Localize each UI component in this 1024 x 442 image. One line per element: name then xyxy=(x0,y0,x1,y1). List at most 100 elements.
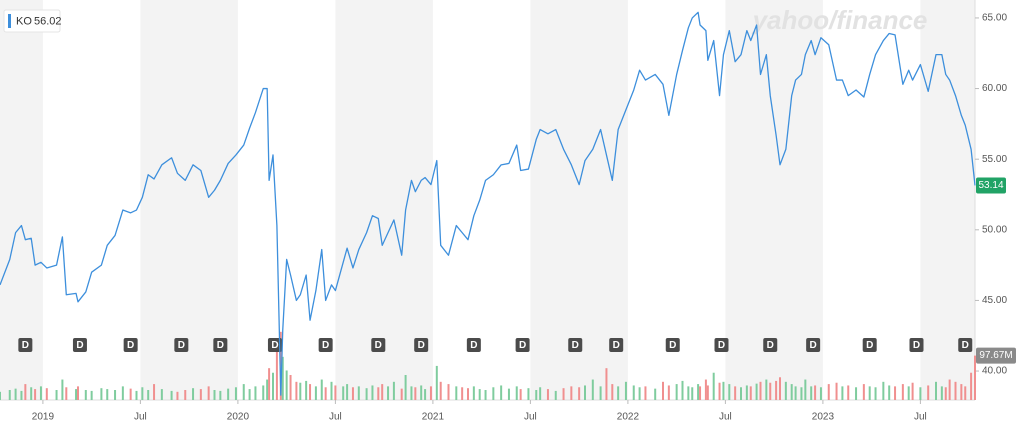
volume-bar xyxy=(819,387,822,400)
volume-bar xyxy=(722,381,725,400)
volume-bar xyxy=(591,379,594,400)
x-tick-label: 2022 xyxy=(617,412,640,423)
dividend-label: D xyxy=(913,340,920,351)
volume-bar xyxy=(911,382,914,400)
volume-bar xyxy=(638,387,641,400)
volume-bar xyxy=(519,389,522,400)
volume-bar xyxy=(712,372,715,400)
dividend-marker: D xyxy=(665,338,680,352)
dividend-label: D xyxy=(962,340,969,351)
volume-bar xyxy=(755,383,758,400)
volume-bar xyxy=(605,368,608,400)
dividend-box xyxy=(72,338,87,352)
dividend-marker: D xyxy=(568,338,583,352)
volume-bar xyxy=(14,388,17,400)
volume-bar xyxy=(330,381,333,400)
dividend-label: D xyxy=(718,340,725,351)
dividend-box xyxy=(515,338,530,352)
volume-bar xyxy=(281,356,284,400)
volume-bar xyxy=(697,384,700,400)
dividend-box xyxy=(174,338,189,352)
volume-bar xyxy=(404,375,407,400)
volume-bar xyxy=(424,389,427,400)
volume-bar xyxy=(289,375,292,400)
volume-bar xyxy=(192,388,195,400)
y-tick-label: 60.00 xyxy=(982,83,1007,94)
last-price-label: 53.14 xyxy=(978,180,1003,191)
volume-bar xyxy=(500,385,503,400)
dividend-marker: D xyxy=(862,338,877,352)
volume-bar xyxy=(578,387,581,400)
dividend-box xyxy=(862,338,877,352)
volume-bar xyxy=(266,379,269,400)
dividend-box xyxy=(318,338,333,352)
dividend-label: D xyxy=(669,340,676,351)
dividend-label: D xyxy=(322,340,329,351)
volume-bar xyxy=(841,386,844,400)
price-line xyxy=(0,11,976,396)
volume-bar xyxy=(472,386,475,400)
dividend-label: D xyxy=(470,340,477,351)
volume-bar xyxy=(447,384,450,400)
volume-bar xyxy=(365,388,368,400)
dividend-label: D xyxy=(22,340,29,351)
volume-bar xyxy=(8,390,11,400)
dividend-marker: D xyxy=(213,338,228,352)
y-tick-label: 50.00 xyxy=(982,224,1007,235)
volume-bar xyxy=(662,381,664,400)
volume-bar xyxy=(461,387,464,400)
volume-bar xyxy=(675,384,678,400)
volume-bar xyxy=(882,381,885,400)
dividend-box xyxy=(806,338,821,352)
volume-bar xyxy=(907,386,910,400)
volume-bar xyxy=(687,386,690,400)
volume-bar xyxy=(779,377,781,400)
legend-swatch xyxy=(8,14,11,28)
dividend-box xyxy=(267,338,282,352)
dividend-box xyxy=(958,338,973,352)
volume-bar xyxy=(527,388,530,400)
dividend-box xyxy=(609,338,624,352)
volume-bar xyxy=(704,379,707,400)
volume-bar xyxy=(681,380,684,400)
volume-bar xyxy=(862,384,865,400)
volume-bar xyxy=(121,386,124,400)
volume-bar xyxy=(562,388,565,400)
dividend-label: D xyxy=(767,340,774,351)
volume-bar xyxy=(584,385,586,400)
volume-bar xyxy=(275,350,278,400)
band xyxy=(920,0,975,400)
volume-bar xyxy=(170,390,173,400)
dividend-box xyxy=(18,338,33,352)
volume-bar xyxy=(944,387,947,400)
band xyxy=(335,0,433,400)
dividend-label: D xyxy=(572,340,579,351)
volume-bar xyxy=(935,381,937,400)
volume-bar xyxy=(392,381,395,400)
last-volume-label: 97.67M xyxy=(979,350,1012,361)
volume-bar xyxy=(617,386,620,400)
volume-bar xyxy=(964,386,967,400)
volume-bar xyxy=(295,381,298,400)
band xyxy=(725,0,823,400)
band xyxy=(140,0,238,400)
volume-bar xyxy=(439,381,442,400)
dividend-marker: D xyxy=(18,338,33,352)
volume-bar xyxy=(400,388,403,400)
volume-bar xyxy=(901,384,904,400)
volume-bar xyxy=(199,389,202,400)
volume-bar xyxy=(45,388,48,400)
dividend-marker: D xyxy=(72,338,87,352)
dividend-marker: D xyxy=(609,338,624,352)
volume-bar xyxy=(84,390,87,400)
volume-bar xyxy=(467,388,469,400)
volume-bar xyxy=(77,386,79,400)
volume-bar xyxy=(285,370,288,400)
dividend-label: D xyxy=(76,340,83,351)
x-tick-label: Jul xyxy=(914,412,927,423)
volume-bar xyxy=(207,386,210,400)
volume-bar xyxy=(611,384,614,400)
volume-bar xyxy=(346,384,349,400)
dividend-box xyxy=(763,338,778,352)
volume-bar xyxy=(114,390,117,400)
